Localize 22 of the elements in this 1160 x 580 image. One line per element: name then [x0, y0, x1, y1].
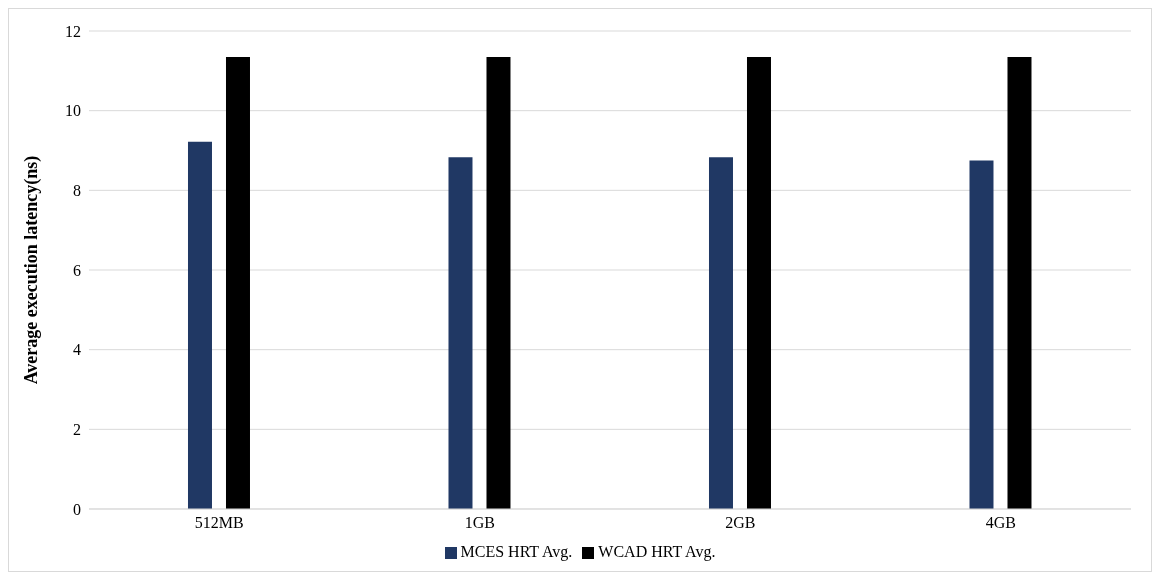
y-tick-label: 6: [73, 261, 81, 279]
y-tick-label: 12: [65, 22, 81, 40]
legend-label: MCES HRT Avg.: [460, 543, 573, 560]
bar: [448, 157, 473, 509]
y-axis-title: Average execution latency(ns): [21, 155, 43, 385]
legend-label: WCAD HRT Avg.: [598, 543, 716, 560]
y-tick-label: 2: [73, 421, 81, 439]
x-tick-label: 4GB: [985, 514, 1016, 532]
bar: [969, 160, 994, 509]
bar: [746, 56, 771, 509]
x-tick-label: 2GB: [725, 514, 756, 532]
bar: [486, 56, 511, 509]
bar: [225, 56, 250, 509]
y-tick-label: 10: [65, 102, 81, 120]
x-tick-label: 512MB: [194, 514, 244, 532]
bar: [708, 157, 733, 509]
x-tick-label: 1GB: [464, 514, 495, 532]
bar: [1007, 56, 1032, 509]
y-tick-label: 0: [73, 500, 81, 518]
bar: [187, 141, 212, 509]
y-tick-label: 4: [73, 341, 81, 359]
y-tick-label: 8: [73, 182, 81, 200]
